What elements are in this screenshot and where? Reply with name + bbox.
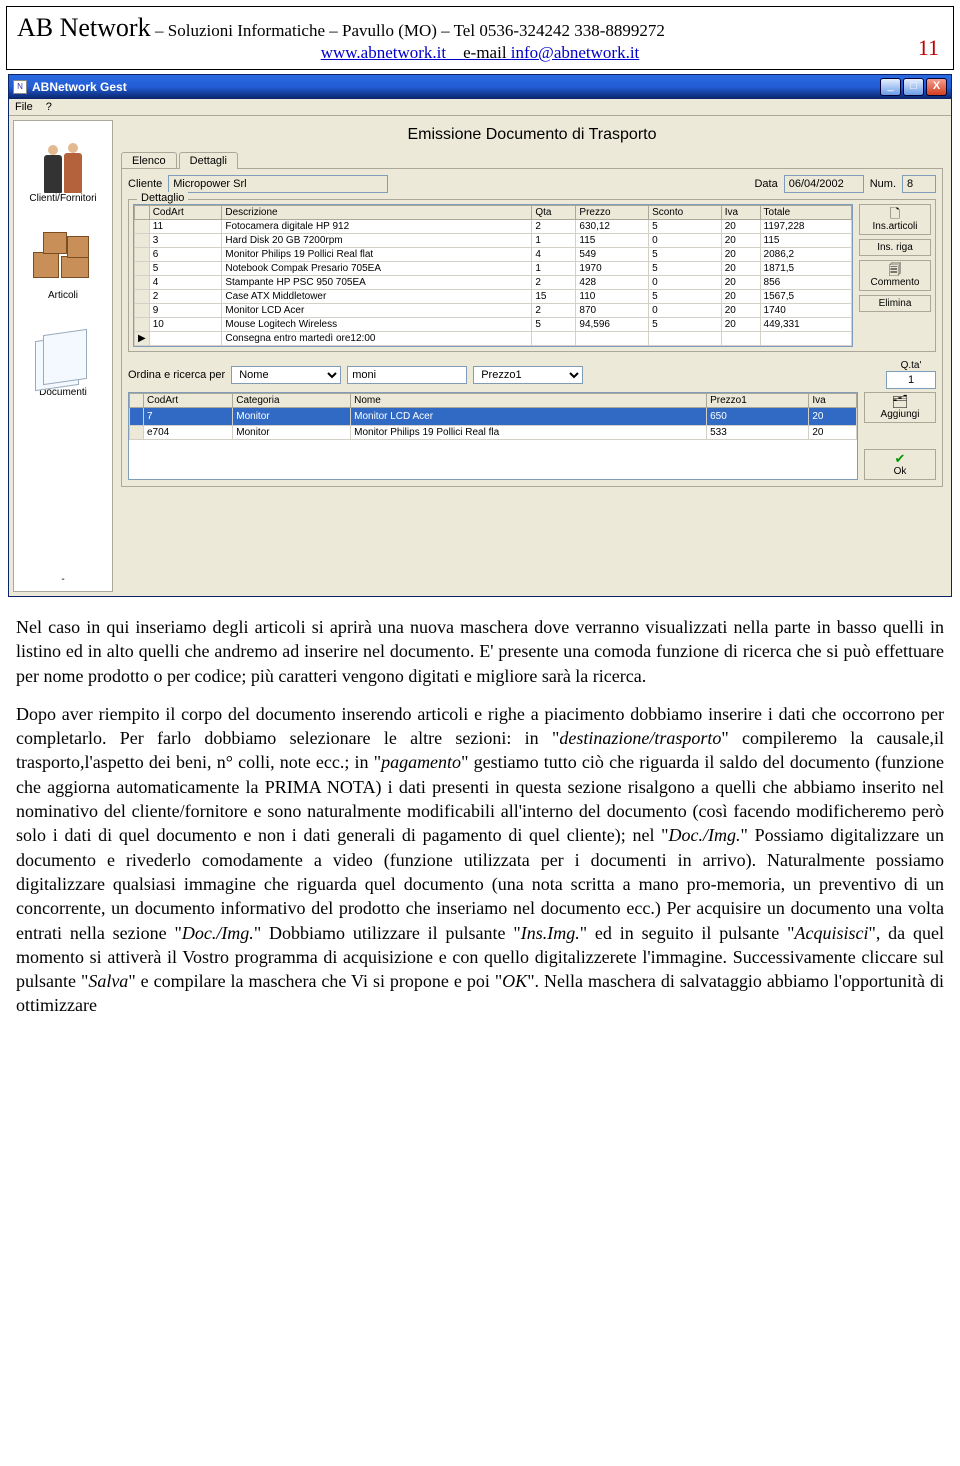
cliente-field[interactable] — [168, 175, 388, 193]
sidebar-label-articoli: Articoli — [29, 290, 97, 301]
body-text: Nel caso in qui inseriamo degli articoli… — [0, 597, 960, 1040]
sidebar-item-clienti[interactable]: Clienti/Fornitori — [29, 125, 97, 204]
menu-file[interactable]: File — [15, 101, 33, 113]
tagline: Soluzioni Informatiche – Pavullo (MO) – … — [168, 21, 665, 40]
app-window: N ABNetwork Gest _ □ X File ? Clienti/Fo… — [8, 74, 952, 597]
titlebar: N ABNetwork Gest _ □ X — [9, 75, 951, 99]
sidebar: Clienti/Fornitori Articoli — [13, 120, 113, 592]
tab-dettagli[interactable]: Dettagli — [179, 152, 238, 169]
doc-header: AB Network – Soluzioni Informatiche – Pa… — [6, 6, 954, 70]
minimize-button[interactable]: _ — [880, 78, 901, 96]
people-icon — [29, 125, 97, 193]
ins-articoli-button[interactable]: 🗋Ins.articoli — [859, 204, 931, 235]
elimina-button[interactable]: Elimina — [859, 295, 931, 312]
form-title: Emissione Documento di Trasporto — [121, 126, 943, 144]
maximize-button[interactable]: □ — [903, 78, 924, 96]
tab-strip: Elenco Dettagli — [121, 152, 943, 169]
dettaglio-legend: Dettaglio — [137, 192, 188, 204]
search-col3-select[interactable]: Prezzo1 — [473, 366, 583, 384]
comment-icon: 🗐 — [860, 263, 930, 277]
num-field[interactable] — [902, 175, 936, 193]
brand: AB Network — [17, 13, 151, 42]
doc-plus-icon: 🗋 — [860, 207, 930, 221]
main-panel: Emissione Documento di Trasporto Elenco … — [117, 116, 951, 596]
ins-riga-button[interactable]: Ins. riga — [859, 239, 931, 256]
documents-icon — [29, 319, 97, 387]
cliente-label: Cliente — [128, 178, 162, 190]
aggiungi-button[interactable]: 🗂Aggiungi — [864, 392, 936, 423]
paragraph-2: Dopo aver riempito il corpo del document… — [16, 702, 944, 1018]
search-input[interactable] — [347, 366, 467, 384]
sidebar-item-articoli[interactable]: Articoli — [29, 222, 97, 301]
sidebar-label-clienti: Clienti/Fornitori — [29, 193, 97, 204]
menu-help[interactable]: ? — [46, 101, 52, 113]
search-by-select[interactable]: Nome — [231, 366, 341, 384]
qta-field[interactable] — [886, 371, 936, 389]
email-link[interactable]: info@abnetwork.it — [511, 43, 640, 62]
close-button[interactable]: X — [926, 78, 947, 96]
page-number: 11 — [918, 35, 939, 61]
email-label: e-mail — [463, 43, 511, 62]
menubar: File ? — [9, 99, 951, 116]
dettaglio-group: Dettaglio CodArtDescrizioneQtaPrezzoScon… — [128, 199, 936, 352]
paragraph-1: Nel caso in qui inseriamo degli articoli… — [16, 615, 944, 688]
sidebar-dash: - — [61, 574, 64, 585]
sidebar-item-documenti[interactable]: Documenti — [29, 319, 97, 398]
search-label: Ordina e ricerca per — [128, 369, 225, 381]
data-label: Data — [754, 178, 777, 190]
website-link[interactable]: www.abnetwork.it — [321, 43, 446, 62]
items-grid[interactable]: CodArtDescrizioneQtaPrezzoScontoIvaTotal… — [133, 204, 853, 347]
add-icon: 🗂 — [865, 395, 935, 409]
qta-label: Q.ta' — [886, 360, 936, 371]
app-icon: N — [13, 80, 27, 94]
tab-elenco[interactable]: Elenco — [121, 152, 177, 169]
ok-button[interactable]: ✔Ok — [864, 449, 936, 480]
check-icon: ✔ — [865, 452, 935, 466]
search-grid[interactable]: CodArtCategoriaNomePrezzo1Iva7MonitorMon… — [128, 392, 858, 480]
boxes-icon — [29, 222, 97, 290]
commento-button[interactable]: 🗐Commento — [859, 260, 931, 291]
num-label: Num. — [870, 178, 896, 190]
window-title: ABNetwork Gest — [32, 80, 878, 94]
brand-sep: – — [155, 21, 168, 40]
data-field[interactable] — [784, 175, 864, 193]
